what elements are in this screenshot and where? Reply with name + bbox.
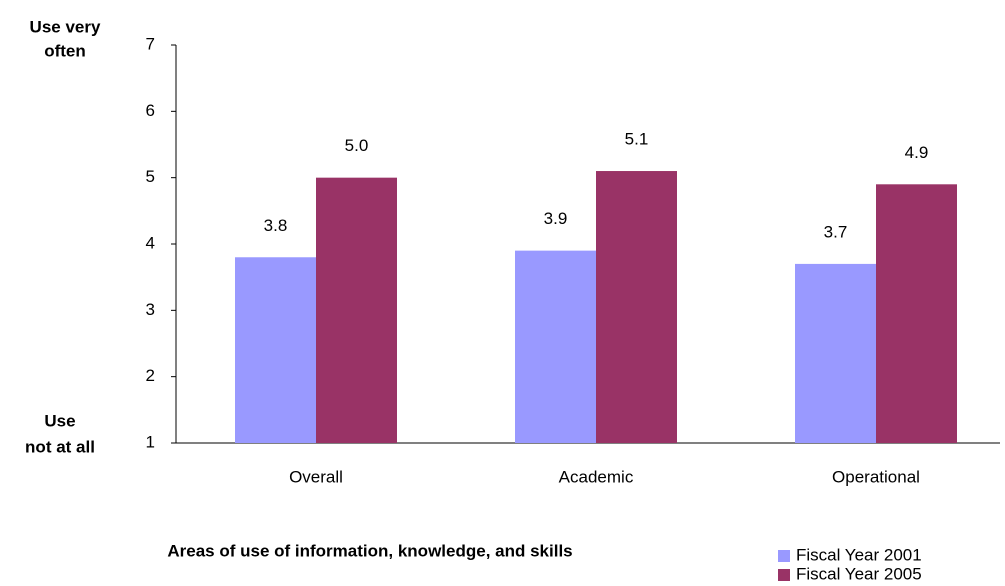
legend-swatch — [778, 550, 790, 562]
y-tick-label: 6 — [146, 101, 155, 120]
y-bottom-label: Use — [44, 411, 75, 430]
value-label: 5.0 — [345, 136, 369, 155]
bar — [515, 250, 596, 443]
legend-label: Fiscal Year 2001 — [796, 545, 922, 564]
legend-label: Fiscal Year 2005 — [796, 564, 922, 583]
x-tick-label: Overall — [289, 467, 343, 486]
y-tick-label: 1 — [146, 432, 155, 451]
bar — [876, 184, 957, 444]
y-tick-label: 3 — [146, 300, 155, 319]
value-label: 3.8 — [264, 216, 288, 235]
value-label: 4.9 — [905, 143, 929, 162]
y-tick-label: 5 — [146, 167, 155, 186]
y-top-label: Use very — [30, 17, 101, 36]
y-tick-label: 2 — [146, 366, 155, 385]
y-tick-label: 4 — [146, 233, 155, 252]
bar — [316, 177, 397, 443]
bar — [235, 257, 316, 443]
legend-swatch — [778, 569, 790, 581]
x-axis-label: Areas of use of information, knowledge, … — [167, 541, 572, 560]
bar — [795, 263, 876, 443]
bar — [596, 171, 677, 444]
x-tick-label: Academic — [559, 467, 634, 486]
value-label: 3.7 — [824, 222, 848, 241]
value-label: 3.9 — [544, 209, 568, 228]
y-tick-label: 7 — [146, 34, 155, 53]
value-label: 5.1 — [625, 130, 649, 149]
y-top-label: often — [44, 41, 86, 60]
x-tick-label: Operational — [832, 467, 920, 486]
y-bottom-label: not at all — [25, 437, 95, 456]
